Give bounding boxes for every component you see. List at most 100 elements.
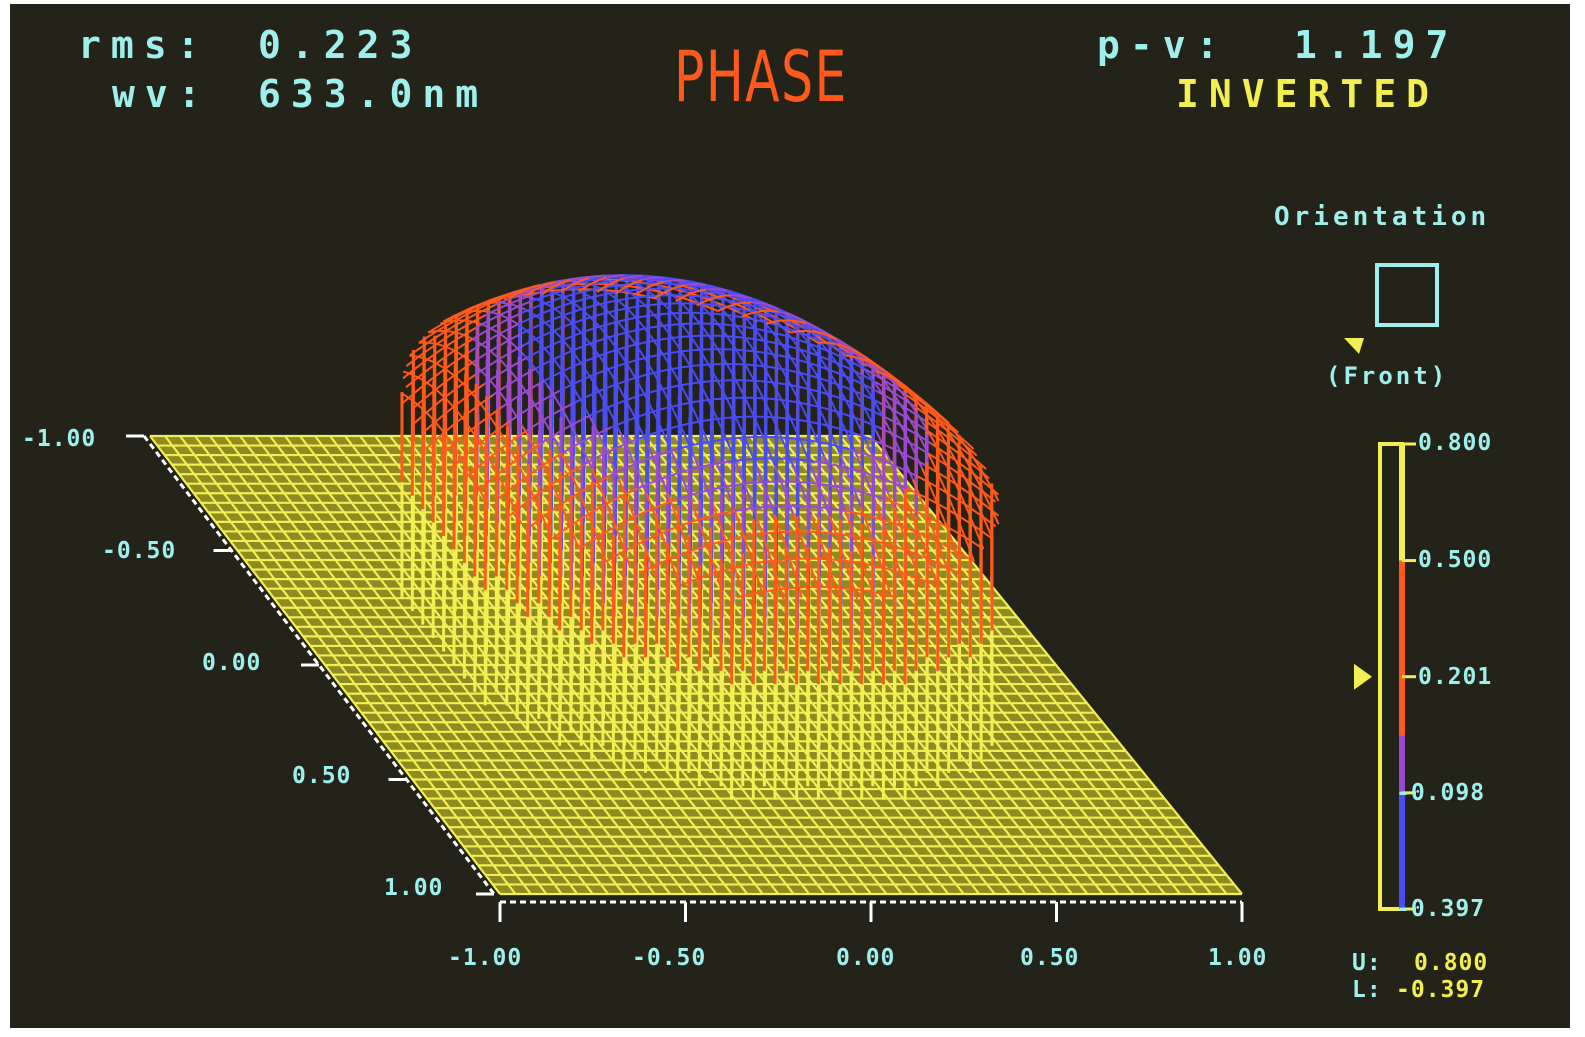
mesh-segment <box>811 367 817 374</box>
mesh-segment <box>545 282 550 286</box>
mesh-segment <box>687 298 695 303</box>
mesh-segment <box>580 329 588 334</box>
mesh-segment <box>758 560 766 564</box>
mesh-segment <box>853 536 859 546</box>
mesh-segment <box>927 430 933 438</box>
mesh-segment <box>642 287 647 292</box>
mesh-segment <box>551 285 556 289</box>
y-tick-label: -0.50 <box>102 538 177 564</box>
mesh-segment <box>542 460 550 467</box>
mesh-segment <box>428 414 434 420</box>
mesh-segment <box>627 283 631 287</box>
mesh-segment <box>733 335 740 339</box>
mesh-segment <box>682 494 690 499</box>
mesh-segment <box>446 444 454 451</box>
mesh-segment <box>721 478 727 487</box>
mesh-segment <box>497 468 505 476</box>
mesh-segment <box>927 481 933 490</box>
mesh-segment <box>627 450 633 458</box>
mesh-segment <box>960 497 966 505</box>
mesh-segment <box>888 396 896 403</box>
mesh-segment <box>845 345 849 349</box>
mesh-segment <box>896 383 905 390</box>
mesh-segment <box>527 496 535 503</box>
mesh-segment <box>909 507 917 513</box>
mesh-segment <box>961 553 969 559</box>
mesh-segment <box>963 477 969 485</box>
mesh-segment <box>742 325 749 329</box>
mesh-segment <box>952 569 960 575</box>
mesh-segment <box>457 334 465 340</box>
x-tick-label: 0.00 <box>836 945 896 971</box>
mesh-segment <box>611 348 618 353</box>
mesh-segment <box>611 294 616 299</box>
mesh-segment <box>726 304 731 308</box>
mesh-segment <box>924 580 932 585</box>
mesh-segment <box>774 423 780 431</box>
mesh-segment <box>639 569 647 575</box>
mesh-segment <box>460 324 468 330</box>
mesh-segment <box>808 362 814 369</box>
mesh-segment <box>834 587 840 598</box>
mesh-segment <box>541 516 547 525</box>
mesh-segment <box>813 475 819 485</box>
mesh-segment <box>621 437 627 445</box>
mesh-segment <box>903 505 911 510</box>
mesh-segment <box>634 414 642 419</box>
mesh-segment <box>771 353 777 360</box>
mesh-segment <box>545 424 551 431</box>
mesh-segment <box>902 385 908 391</box>
mesh-segment <box>805 324 813 329</box>
mesh-segment <box>484 327 492 333</box>
mesh-segment <box>665 329 671 335</box>
mesh-segment <box>844 399 850 407</box>
mesh-segment <box>564 383 572 389</box>
mesh-segment <box>832 378 838 385</box>
mesh-segment <box>839 343 843 347</box>
mesh-segment <box>452 314 456 318</box>
mesh-segment <box>446 406 455 413</box>
mesh-segment <box>850 527 856 537</box>
mesh-segment <box>411 356 420 363</box>
mesh-segment <box>707 335 713 341</box>
mesh-segment <box>442 317 450 323</box>
mesh-segment <box>954 483 960 492</box>
mesh-segment <box>832 336 837 340</box>
mesh-segment <box>884 370 889 374</box>
mesh-segment <box>875 370 880 374</box>
mesh-segment <box>851 351 859 357</box>
mesh-segment <box>706 490 712 499</box>
mesh-segment <box>783 489 789 498</box>
mesh-segment <box>618 276 622 279</box>
mesh-segment <box>629 310 634 316</box>
mesh-segment <box>542 419 548 426</box>
mesh-segment <box>890 463 896 472</box>
mesh-segment <box>587 278 595 282</box>
mesh-segment <box>649 479 657 485</box>
mesh-segment <box>494 447 502 455</box>
mesh-segment <box>557 293 561 297</box>
mesh-segment <box>933 484 941 490</box>
mesh-segment <box>661 430 667 438</box>
mesh-segment <box>533 291 540 296</box>
mesh-segment <box>452 439 460 446</box>
mesh-segment <box>915 445 923 451</box>
mesh-segment <box>645 566 653 572</box>
mesh-segment <box>702 284 707 288</box>
mesh-segment <box>829 484 837 488</box>
surface-mesh <box>401 274 1000 600</box>
mesh-segment <box>653 338 661 342</box>
mesh-segment <box>805 334 813 339</box>
mesh-segment <box>908 472 914 481</box>
mesh-segment <box>656 388 663 392</box>
mesh-segment <box>618 493 626 499</box>
mesh-segment <box>857 469 865 474</box>
mesh-segment <box>793 317 798 322</box>
mesh-segment <box>749 592 756 596</box>
mesh-segment <box>811 346 817 353</box>
mesh-segment <box>466 338 474 344</box>
mesh-segment <box>583 335 588 341</box>
mesh-segment <box>431 437 439 445</box>
mesh-segment <box>825 558 831 569</box>
mesh-segment <box>911 560 917 570</box>
